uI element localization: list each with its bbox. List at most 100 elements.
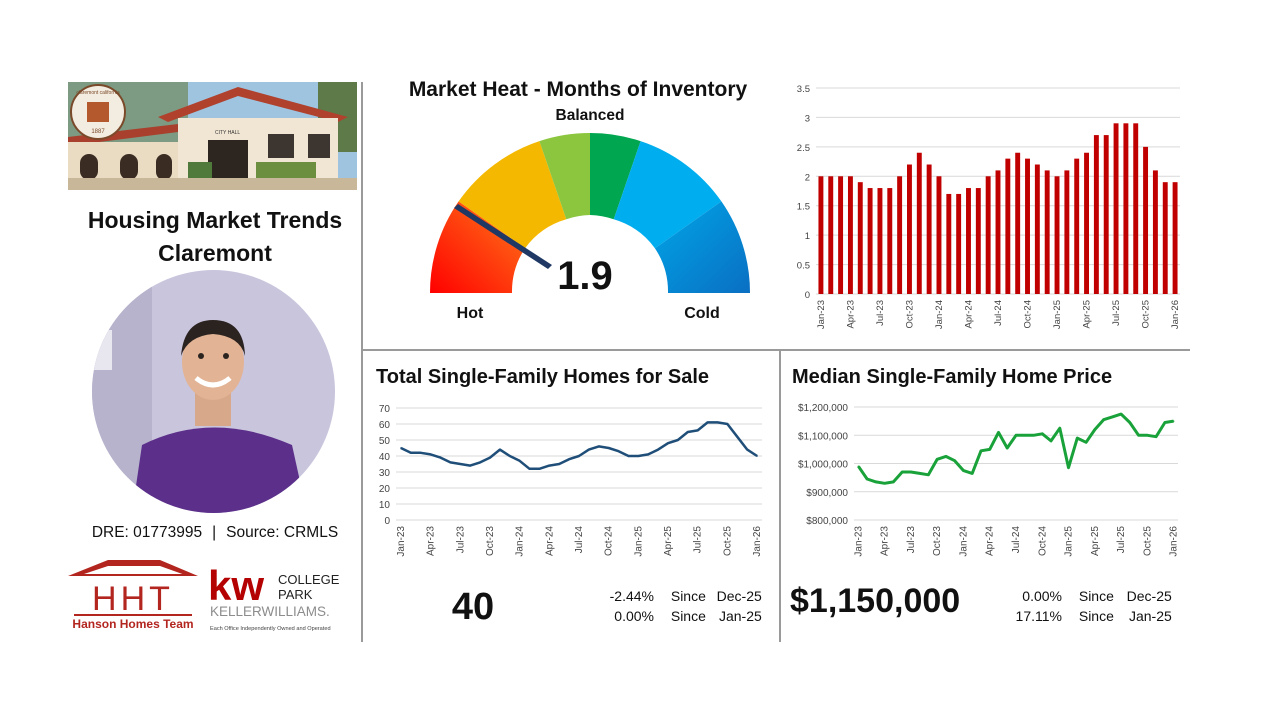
data-point — [901, 471, 903, 473]
x-tick-label: Jan-24 — [958, 526, 969, 557]
bar — [1074, 158, 1080, 294]
kw-tagline: Each Office Independently Owned and Oper… — [210, 626, 331, 632]
data-point — [508, 455, 511, 457]
x-tick-label: Oct-23 — [932, 526, 943, 556]
bar — [1084, 152, 1089, 294]
seal-text: claremont california — [76, 90, 120, 96]
x-tick-label: Apr-25 — [1090, 526, 1101, 556]
bar — [1172, 182, 1178, 294]
x-tick-label: Jul-24 — [993, 300, 1004, 326]
inventory-current-value: 40 — [451, 586, 495, 628]
bar — [995, 170, 1001, 294]
seal-year: 1887 — [91, 129, 105, 135]
y-tick-label: 1.5 — [797, 202, 810, 213]
x-tick-label: Jan-26 — [1169, 526, 1180, 557]
kw-college: COLLEGE — [278, 572, 340, 587]
gauge-value: 1.9 — [557, 254, 613, 298]
bar — [1162, 182, 1168, 294]
x-tick-label: Oct-24 — [1023, 300, 1034, 329]
x-tick-label: Jan-24 — [934, 300, 945, 329]
bar — [1133, 123, 1139, 294]
data-point — [1164, 421, 1166, 424]
y-tick-label: 50 — [379, 436, 391, 447]
data-point — [1067, 466, 1070, 469]
y-tick-label: 3 — [805, 113, 810, 124]
credits-separator: | — [212, 524, 217, 541]
data-point — [1155, 435, 1157, 438]
change-period: Dec-25 — [1126, 588, 1172, 604]
price-change-row: 0.00% Since Dec-25 — [1008, 588, 1172, 604]
data-point — [1058, 427, 1061, 429]
x-tick-label: Jul-23 — [906, 526, 917, 554]
bar — [877, 188, 883, 294]
x-tick-label: Jul-25 — [1116, 526, 1127, 554]
gauge-cold-label: Cold — [684, 305, 720, 322]
x-tick-label: Oct-25 — [722, 526, 733, 556]
y-tick-label: 2.5 — [797, 143, 810, 154]
data-point — [499, 448, 501, 451]
middle-divider — [362, 349, 1190, 351]
y-tick-label: $800,000 — [806, 516, 848, 527]
data-point — [597, 445, 600, 448]
data-point — [716, 421, 719, 424]
data-point — [657, 448, 659, 451]
data-point — [918, 472, 921, 475]
y-tick-label: $1,000,000 — [798, 460, 848, 471]
y-tick-label: 40 — [379, 452, 391, 463]
data-point — [936, 458, 938, 461]
inventory-title: Total Single-Family Homes for Sale — [376, 366, 710, 388]
bar — [936, 176, 942, 294]
inventory-changes: -2.44% Since Dec-25 0.00% Since Jan-25 — [592, 588, 762, 624]
x-tick-label: Jul-23 — [455, 526, 466, 554]
bar — [1113, 123, 1119, 294]
change-pct: 17.11% — [1015, 608, 1062, 624]
x-tick-label: Oct-23 — [485, 526, 496, 556]
change-since: Since — [1078, 588, 1114, 604]
bar — [887, 188, 893, 294]
data-point — [538, 468, 541, 470]
y-tick-label: 30 — [379, 468, 391, 479]
data-point — [459, 463, 462, 465]
x-tick-label: Jan-24 — [515, 526, 526, 557]
bar — [1143, 146, 1149, 294]
x-tick-label: Jan-25 — [633, 526, 644, 557]
change-pct: -2.44% — [609, 588, 654, 604]
keller-williams-logo[interactable]: kw COLLEGE PARK KELLERWILLIAMS. Each Off… — [208, 560, 360, 636]
gauge-hot-label: Hot — [456, 305, 484, 322]
data-point — [857, 465, 860, 468]
bar — [1025, 158, 1030, 294]
data-point — [489, 456, 491, 459]
bar — [926, 164, 932, 294]
x-tick-label: Apr-25 — [663, 526, 674, 556]
x-tick-label: Oct-24 — [1037, 526, 1048, 556]
data-point — [883, 482, 886, 485]
data-point — [647, 453, 650, 456]
y-tick-label: $900,000 — [806, 488, 848, 499]
data-point — [1172, 420, 1175, 422]
data-point — [1102, 418, 1105, 421]
dre-number: DRE: 01773995 — [91, 524, 203, 541]
data-point — [449, 461, 452, 464]
data-point — [866, 478, 868, 480]
x-tick-label: Oct-25 — [1141, 300, 1152, 329]
data-point — [962, 469, 965, 472]
hht-logo[interactable]: HHT Hanson Homes Team — [68, 556, 198, 634]
kw-park: PARK — [278, 587, 313, 602]
data-point — [892, 481, 895, 483]
data-point — [1076, 437, 1079, 439]
bar — [966, 188, 971, 294]
x-tick-label: Jan-26 — [1170, 300, 1181, 329]
bar — [847, 176, 853, 294]
y-tick-label: 2 — [805, 172, 810, 183]
data-point — [1085, 441, 1087, 444]
data-point — [429, 453, 432, 456]
data-point — [410, 452, 412, 454]
data-point — [980, 449, 982, 452]
bar — [857, 182, 863, 294]
data-point — [1015, 434, 1017, 437]
inventory-change-row: -2.44% Since Dec-25 — [592, 588, 762, 604]
credits-line: DRE: 01773995 | Source: CRMLS — [60, 524, 370, 542]
data-point — [1032, 434, 1035, 437]
page-title: Housing Market Trends Claremont — [60, 204, 370, 270]
kw-brand: KELLERWILLIAMS. — [210, 604, 330, 619]
